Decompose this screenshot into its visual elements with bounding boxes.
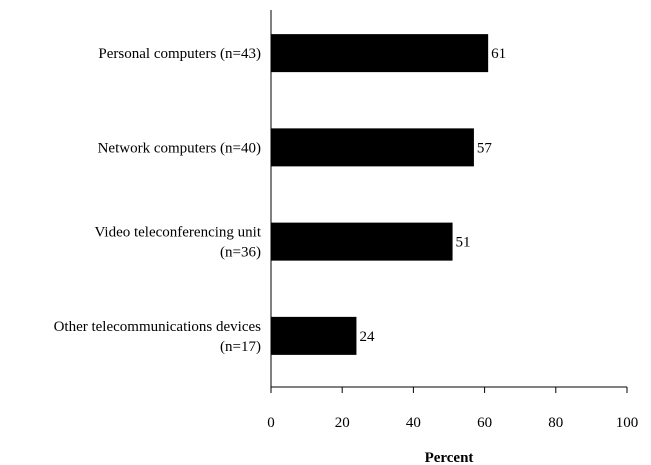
x-axis-title: Percent — [425, 450, 474, 465]
category-labels-group: Personal computers (n=43) Network compute… — [54, 46, 262, 355]
category-label: Video teleconferencing unit — [94, 225, 261, 241]
category-label: Personal computers (n=43) — [98, 46, 261, 62]
bar — [271, 316, 357, 355]
bar-value-label: 61 — [491, 46, 506, 62]
bar — [271, 34, 489, 73]
category-label: (n=36) — [220, 245, 261, 261]
bar — [271, 222, 453, 261]
x-tick-label: 20 — [335, 415, 350, 431]
category-label: (n=17) — [220, 339, 261, 355]
bar-value-label: 51 — [456, 235, 471, 251]
bar-value-label: 24 — [359, 329, 375, 345]
x-tick-label: 80 — [548, 415, 563, 431]
x-tick-label: 0 — [267, 415, 275, 431]
bars-group — [271, 34, 489, 355]
axes-group — [270, 10, 627, 388]
category-label: Other telecommunications devices — [54, 319, 262, 335]
bar-value-label: 57 — [477, 140, 493, 156]
category-label: Network computers (n=40) — [98, 140, 261, 156]
bar — [271, 128, 474, 167]
x-tick-label: 60 — [477, 415, 492, 431]
value-labels-group: 61 57 51 24 — [359, 46, 506, 345]
x-tick-label: 100 — [616, 415, 639, 431]
x-ticks-group: 0 20 40 60 80 100 — [267, 387, 638, 431]
x-tick-label: 40 — [406, 415, 421, 431]
